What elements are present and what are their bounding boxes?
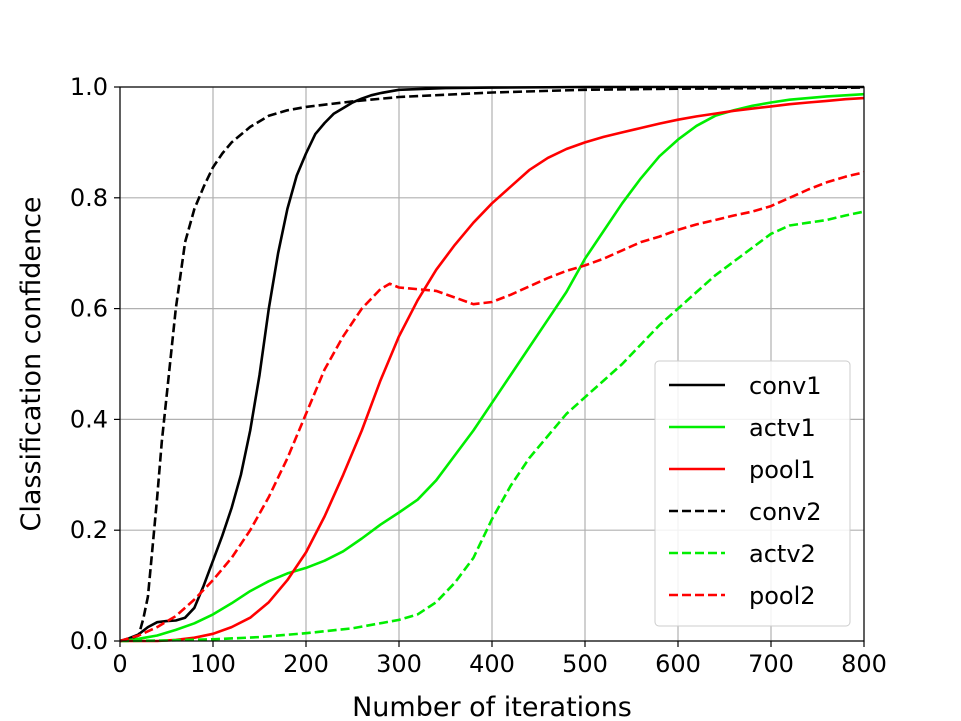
series-line-conv2 [120,86,864,643]
y-tick-label: 0.6 [70,295,108,323]
x-tick-label: 300 [376,650,422,678]
x-tick-label: 0 [112,650,127,678]
x-tick-label: 200 [283,650,329,678]
series-line-pool2 [120,171,864,643]
axis-ticks: 0 100 200 300 400 500 600 700 800 0.0 0.2 0.4 0.6 0.8… [70,73,887,678]
series-line-actv2 [120,210,864,643]
x-tick-label: 700 [748,650,794,678]
x-tick-label: 600 [655,650,701,678]
legend: conv1 actv1 pool1 conv2 actv2 pool2 [654,360,851,627]
y-tick-label: 0.8 [70,184,108,212]
x-tick-label: 100 [190,650,236,678]
legend-label-pool1: pool1 [749,456,816,484]
legend-label-conv2: conv2 [749,498,822,526]
x-tick-label: 500 [562,650,608,678]
y-tick-label: 0.2 [70,516,108,544]
series-line-conv1 [120,85,864,643]
series-group [120,85,864,643]
x-tick-label: 800 [841,650,887,678]
y-tick-label: 0.4 [70,405,108,433]
y-tick-label: 1.0 [70,73,108,101]
y-axis-label: Classification confidence [16,196,47,531]
legend-label-pool2: pool2 [749,582,816,610]
x-axis-label: Number of iterations [352,692,632,721]
series-line-pool1 [120,96,864,643]
legend-label-actv1: actv1 [749,414,816,442]
y-tick-label: 0.0 [70,627,108,655]
legend-label-conv1: conv1 [749,372,822,400]
x-tick-label: 400 [469,650,515,678]
grid [119,86,865,642]
legend-label-actv2: actv2 [749,540,816,568]
